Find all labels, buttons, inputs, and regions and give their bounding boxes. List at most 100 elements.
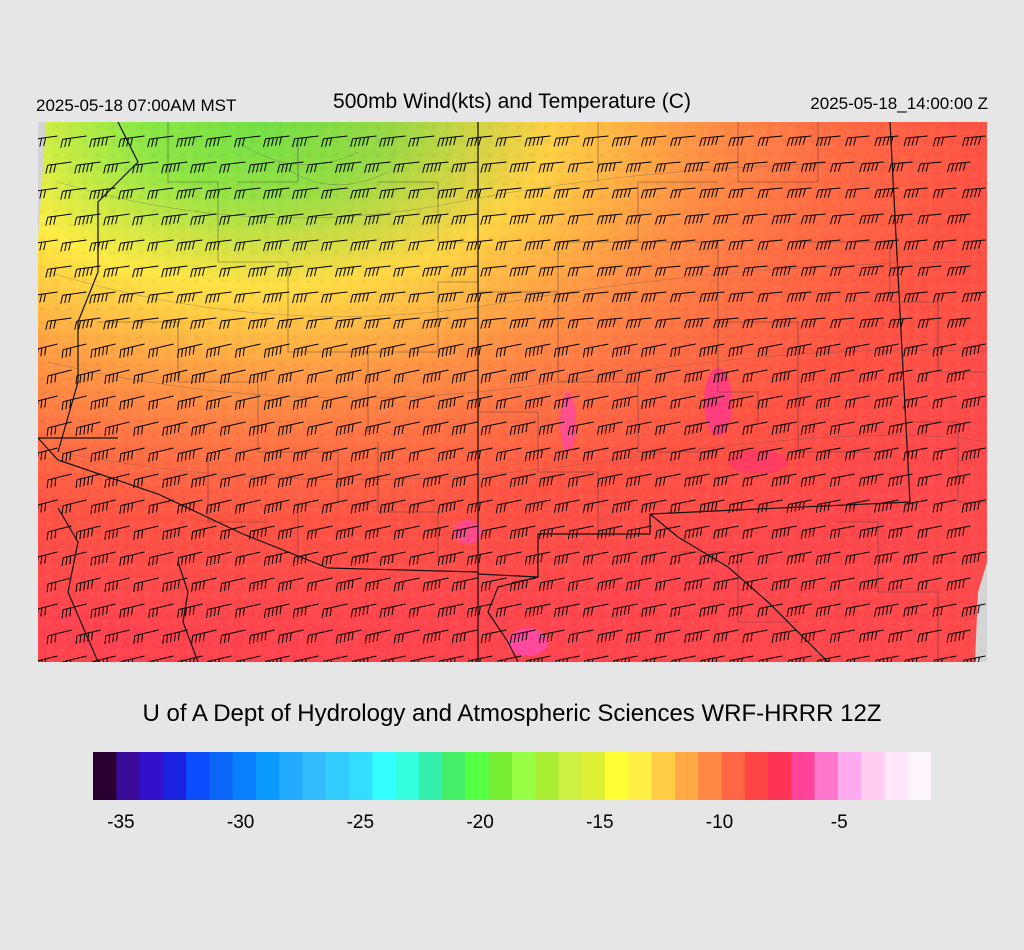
wind-barb [364, 421, 391, 436]
wind-barb [816, 655, 841, 662]
wind-barb [699, 187, 725, 199]
wind-barb [451, 213, 478, 225]
wind-barb [46, 369, 72, 385]
wind-barb [859, 317, 884, 329]
wind-barb [829, 369, 855, 383]
wind-barb [263, 239, 290, 252]
colorbar-cell [605, 752, 629, 800]
colorbar-tick-label: -25 [346, 812, 375, 833]
wind-barb [379, 499, 406, 514]
wind-barb [162, 525, 188, 541]
wind-barb [626, 473, 652, 488]
wind-barb [306, 525, 333, 540]
wind-barb [932, 447, 957, 461]
wind-barb [684, 161, 710, 173]
wind-barb [553, 135, 580, 147]
wind-barb [438, 655, 464, 662]
wind-barb [538, 369, 565, 384]
wind-barb [119, 499, 145, 515]
wind-barb [408, 135, 435, 147]
wind-barb [597, 473, 623, 488]
wind-barb [800, 369, 826, 383]
wind-barb [699, 447, 725, 462]
wind-barb [89, 135, 116, 148]
wind-barb [903, 343, 928, 357]
wind-barb [206, 343, 232, 358]
wind-barb [191, 421, 217, 437]
colorbar-cell [442, 752, 466, 800]
wind-barb [38, 291, 58, 303]
wind-barb [670, 551, 696, 566]
wind-barb [306, 213, 333, 226]
wind-barb [625, 317, 652, 329]
wind-barb [235, 395, 261, 410]
wind-barb [422, 265, 449, 277]
wind-barb [263, 343, 290, 358]
wind-barb [147, 135, 174, 148]
temperature-contours [47, 141, 987, 481]
wind-barb [380, 655, 406, 662]
wind-barb [684, 421, 710, 436]
wind-barb [757, 551, 783, 565]
colorbar-cell [651, 752, 676, 800]
wind-barb [844, 603, 870, 617]
wind-barb [379, 343, 406, 358]
wind-barb [306, 629, 333, 644]
wind-barb [277, 265, 304, 278]
wind-barb [162, 629, 188, 645]
wind-barb [932, 551, 957, 565]
wind-barb [859, 369, 884, 383]
wind-barb [205, 239, 232, 252]
wind-barb [612, 343, 638, 358]
wind-barb [292, 395, 319, 410]
wind-barb [700, 655, 725, 662]
wind-barb [509, 213, 536, 225]
wind-barb [641, 395, 667, 410]
wind-barb [757, 343, 783, 357]
wind-barb [597, 525, 623, 540]
wind-barb [321, 395, 348, 410]
wind-barb [728, 239, 754, 251]
wind-barb [903, 499, 928, 513]
wind-barb [567, 317, 594, 329]
wind-barb [757, 499, 783, 513]
wind-barb [74, 213, 101, 226]
wind-barb [89, 291, 116, 304]
wind-barb [626, 525, 652, 540]
wind-barb [917, 421, 942, 435]
wind-barb [292, 603, 319, 618]
wind-barb [104, 577, 130, 593]
wind-barb [946, 265, 971, 277]
wind-barb [626, 577, 652, 592]
wind-barb [408, 291, 435, 303]
wind-barb [133, 421, 159, 437]
wind-barb [684, 577, 710, 592]
wind-barb [538, 213, 565, 225]
wind-barb [364, 369, 391, 384]
wind-barb [90, 499, 116, 515]
wind-barb [191, 629, 217, 645]
wind-barb [699, 135, 725, 147]
wind-barb [437, 603, 464, 618]
wind-barb [162, 577, 188, 593]
wind-barb [596, 161, 623, 173]
wind-barb [742, 265, 768, 277]
wind-barb [917, 473, 942, 487]
wind-barb [582, 551, 609, 566]
wind-barb [567, 577, 594, 592]
colorbar-tick-label: -30 [226, 812, 255, 833]
wind-barb [509, 525, 536, 540]
wind-barb [597, 629, 623, 644]
wind-barb [859, 213, 884, 225]
no-data-left [38, 122, 46, 242]
wind-barb [888, 213, 913, 225]
wind-barb [553, 603, 580, 618]
wind-barb [422, 213, 449, 225]
wind-barb [75, 421, 101, 437]
wind-barb [162, 369, 188, 385]
wind-barb [728, 135, 754, 147]
wind-barb [917, 369, 942, 383]
wind-barb [626, 421, 652, 436]
wind-barb [495, 343, 522, 358]
wind-barb [234, 291, 261, 304]
